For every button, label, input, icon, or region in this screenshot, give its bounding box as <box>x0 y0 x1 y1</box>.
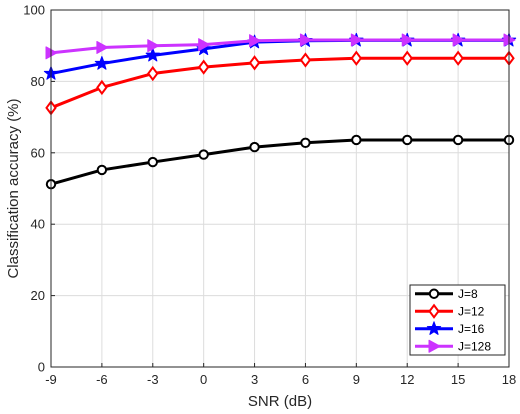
data-point-marker <box>452 33 465 47</box>
series-layer <box>43 32 517 190</box>
legend-label: J=128 <box>458 339 491 353</box>
data-point-marker <box>350 50 363 66</box>
y-tick-label: 0 <box>38 360 45 375</box>
data-point-marker <box>249 141 260 153</box>
legend-box <box>409 284 506 356</box>
legend-label: J=16 <box>458 322 485 336</box>
data-point-marker <box>350 33 363 47</box>
legend-marker <box>428 288 440 299</box>
data-point-marker <box>96 164 108 176</box>
x-tick-label: 6 <box>302 372 309 387</box>
data-point-marker <box>351 134 362 146</box>
y-tick-label: 100 <box>23 3 45 18</box>
legend-entry: J=128 <box>415 339 491 353</box>
data-point-marker <box>147 65 159 82</box>
series-4 <box>45 33 516 60</box>
x-tick-label: -6 <box>96 372 108 387</box>
data-point-marker <box>401 33 414 47</box>
y-tick-label: 80 <box>31 74 45 89</box>
data-point-marker <box>300 137 311 149</box>
legend-marker <box>428 339 441 353</box>
data-point-marker <box>401 50 413 66</box>
x-tick-label: -3 <box>147 372 159 387</box>
series-line <box>50 56 509 110</box>
data-point-marker <box>147 39 160 53</box>
x-tick-label: 12 <box>400 372 414 387</box>
data-point-marker <box>94 56 110 70</box>
data-point-marker <box>198 38 211 52</box>
series-line <box>50 38 509 55</box>
series-line <box>50 138 509 186</box>
data-point-marker <box>452 134 464 146</box>
data-point-marker <box>452 50 464 66</box>
legend-marker <box>428 303 440 319</box>
legend-label: J=12 <box>458 304 485 318</box>
data-point-marker <box>299 33 312 47</box>
x-tick-label: 3 <box>251 372 258 387</box>
y-tick-label: 60 <box>31 145 45 160</box>
y-axis-label: Classification accuracy (%) <box>5 98 22 278</box>
legend-entry: J=8 <box>415 287 478 301</box>
data-point-marker <box>96 79 108 96</box>
data-point-marker <box>299 52 312 68</box>
x-axis-label: SNR (dB) <box>248 393 312 410</box>
data-point-marker <box>198 149 209 160</box>
data-point-marker <box>96 40 109 54</box>
x-tick-label: 15 <box>451 372 465 387</box>
data-point-marker <box>248 55 261 71</box>
legend-entry: J=12 <box>415 303 485 319</box>
y-tick-label: 20 <box>31 288 45 303</box>
data-point-marker <box>145 47 160 62</box>
legend-entry: J=16 <box>415 321 485 336</box>
legend: J=8 J=12 J=16 J=128 <box>409 284 506 356</box>
series-2 <box>45 50 515 116</box>
x-tick-label: 9 <box>353 372 360 387</box>
data-point-marker <box>197 59 210 75</box>
x-tick-label: 0 <box>200 372 207 387</box>
x-tick-label: -9 <box>45 372 57 387</box>
data-point-marker <box>402 134 413 146</box>
series-1 <box>45 134 515 190</box>
axis-ticks: -9 -6 -3 0 3 6 9 12 15 18 0 20 40 60 80 100 <box>23 3 516 388</box>
data-point-marker <box>249 34 262 48</box>
y-tick-label: 40 <box>31 217 45 232</box>
x-tick-label: 18 <box>502 372 516 387</box>
plot-frame <box>50 9 510 368</box>
legend-marker <box>426 321 442 335</box>
legend-label: J=8 <box>458 287 478 301</box>
data-point-marker <box>147 156 158 168</box>
